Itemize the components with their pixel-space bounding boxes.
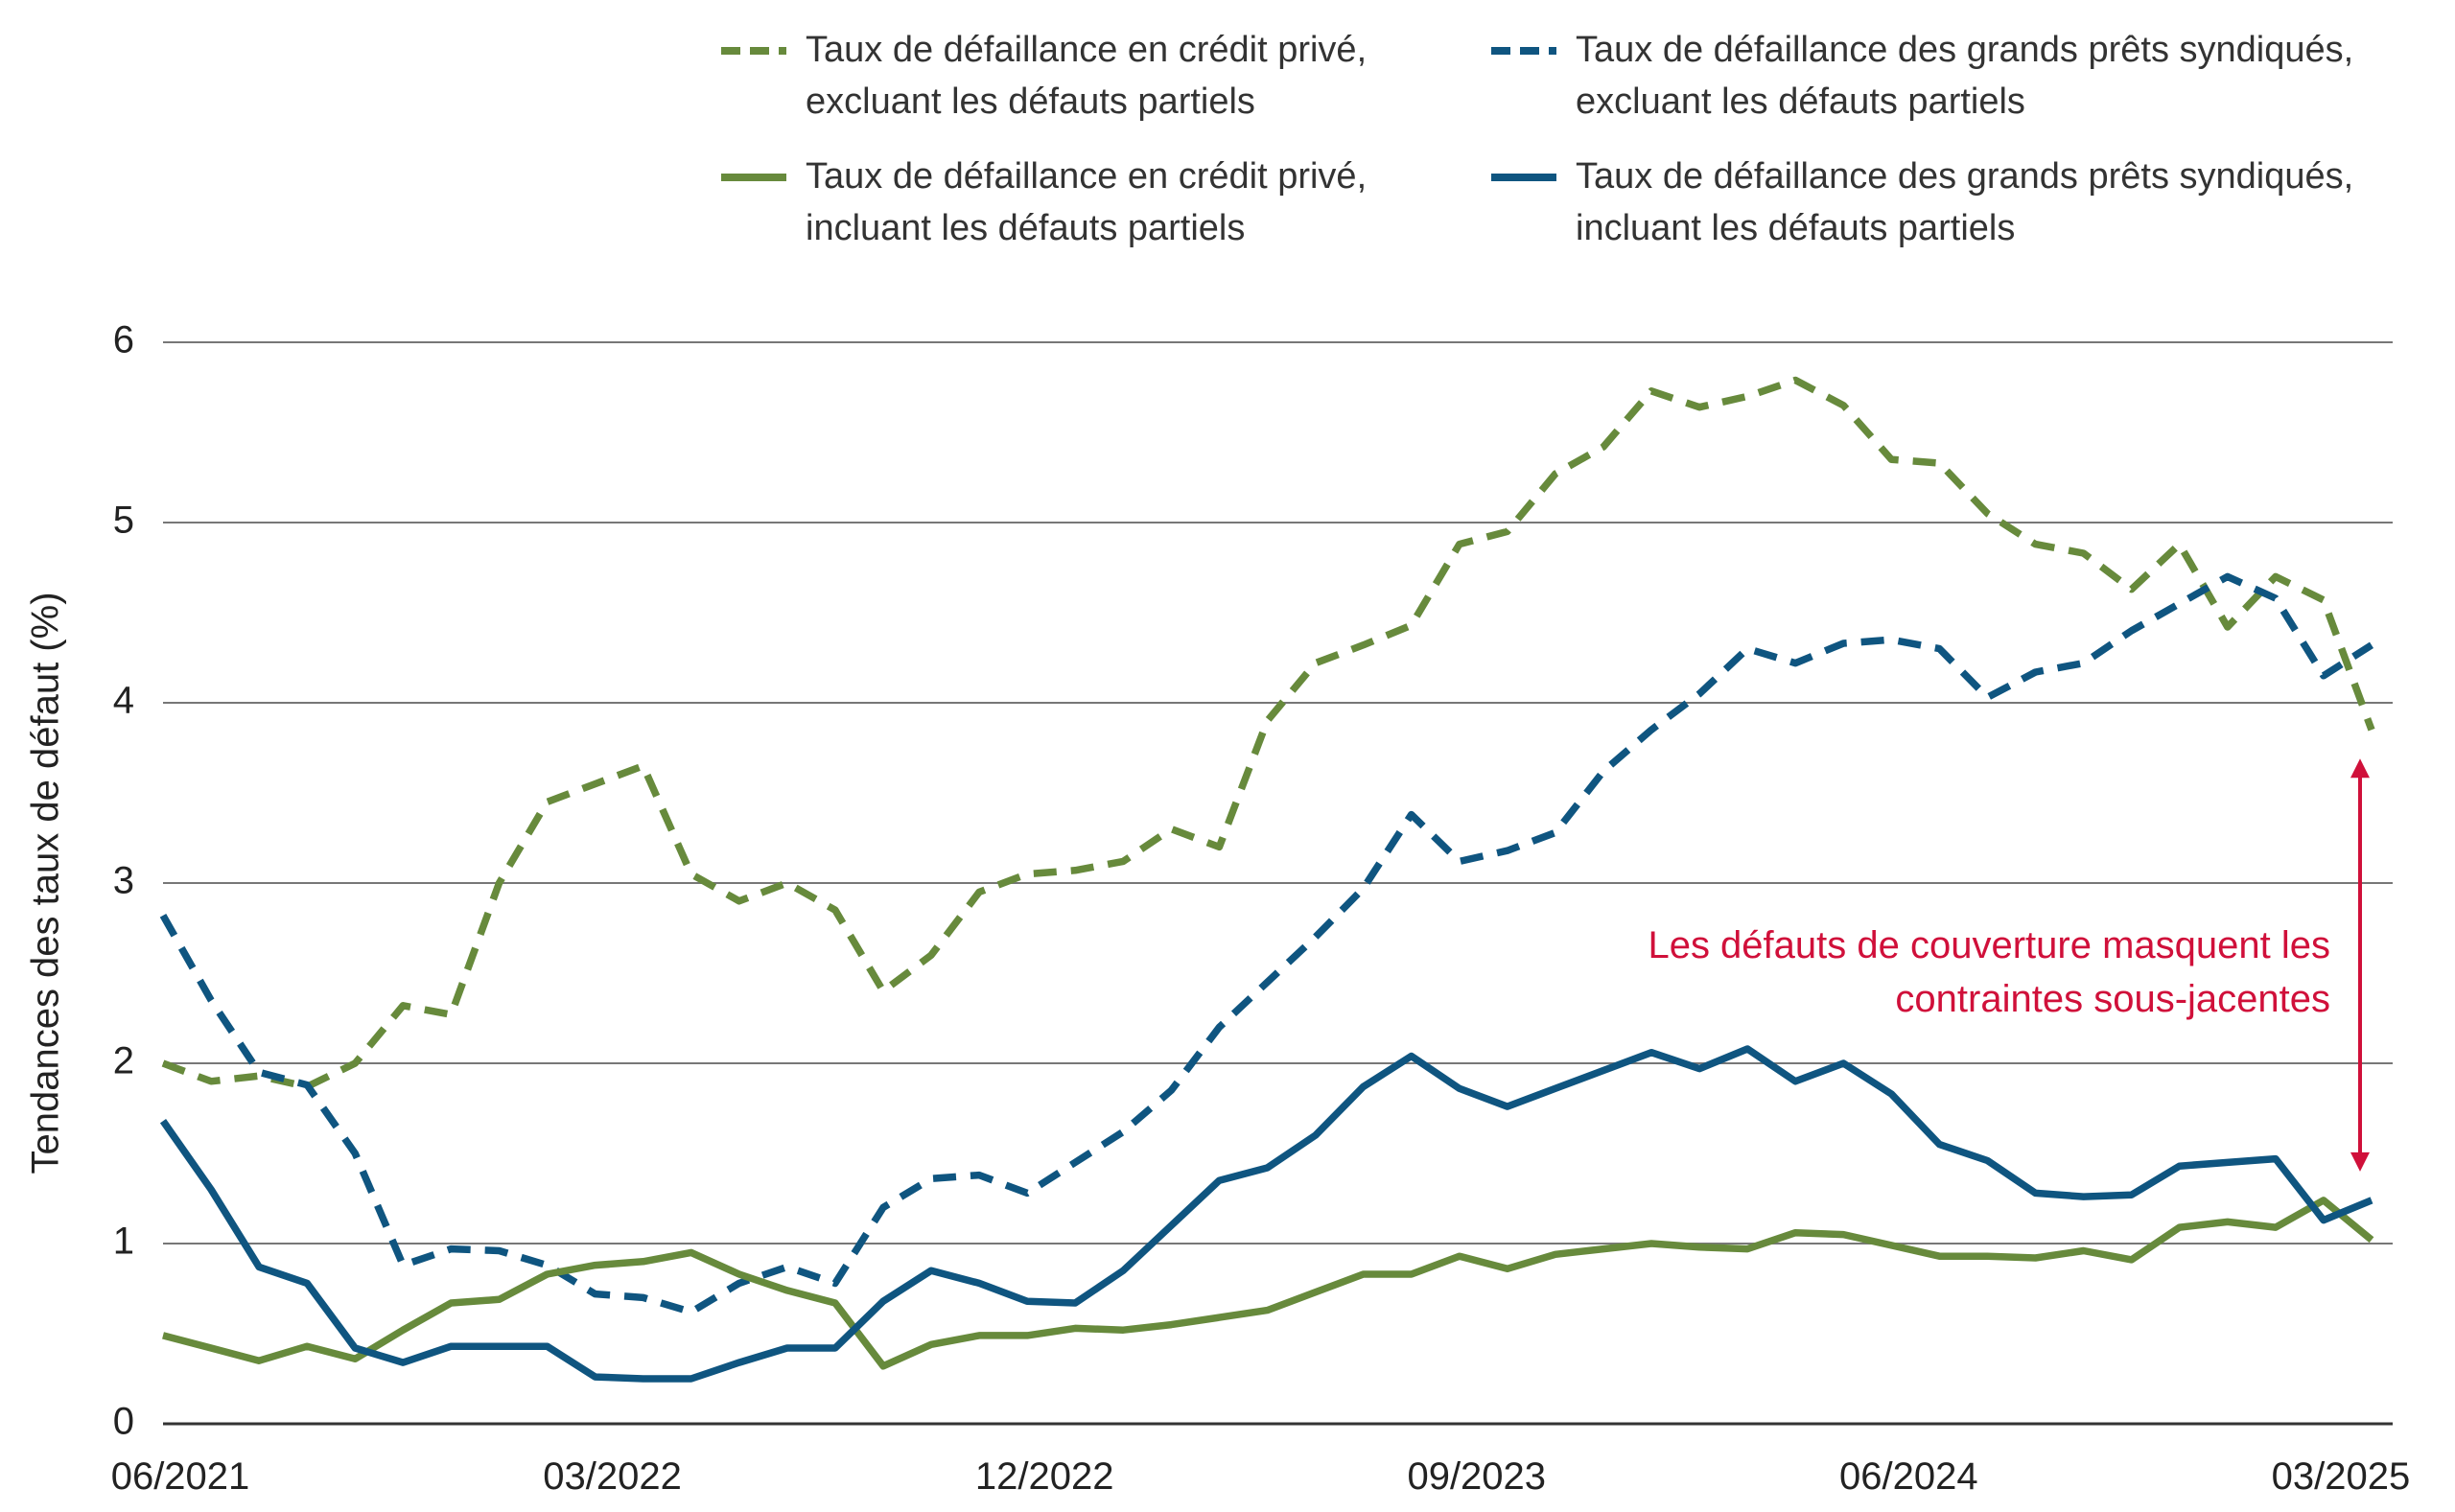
- y-tick-label: 6: [113, 319, 134, 361]
- x-tick-label: 03/2022: [543, 1455, 682, 1498]
- legend-label: Taux de défaillance des grands prêts syn…: [1576, 156, 2354, 248]
- y-tick-label: 2: [113, 1040, 134, 1082]
- annotation: Les défauts de couverture masquent les c…: [1648, 924, 2330, 1020]
- x-tick-label: 12/2022: [975, 1455, 1114, 1498]
- y-tick-label: 0: [113, 1401, 134, 1443]
- legend-label: Taux de défaillance en crédit privé, exc…: [806, 30, 1368, 122]
- arrow-head: [2350, 1151, 2370, 1172]
- y-tick-label: 3: [113, 860, 134, 902]
- arrow-head: [2350, 758, 2370, 779]
- y-tick-label: 5: [113, 500, 134, 542]
- y-axis-label: Tendances des taux de défaut (%): [25, 592, 67, 1174]
- legend-label: Taux de défaillance en crédit privé, inc…: [806, 156, 1368, 248]
- legend-label: Taux de défaillance des grands prêts syn…: [1576, 30, 2354, 122]
- x-tick-label: 03/2025: [2272, 1455, 2411, 1498]
- x-tick-label: 06/2024: [1839, 1455, 1978, 1498]
- x-tick-label: 06/2021: [111, 1455, 250, 1498]
- series-line: [159, 1045, 2373, 1383]
- series-line: [159, 572, 2374, 1316]
- x-tick-label: 09/2023: [1407, 1455, 1546, 1498]
- series-line: [162, 1197, 2374, 1370]
- y-tick-label: 4: [113, 680, 134, 722]
- series-line: [161, 376, 2375, 1091]
- y-tick-label: 1: [113, 1221, 134, 1263]
